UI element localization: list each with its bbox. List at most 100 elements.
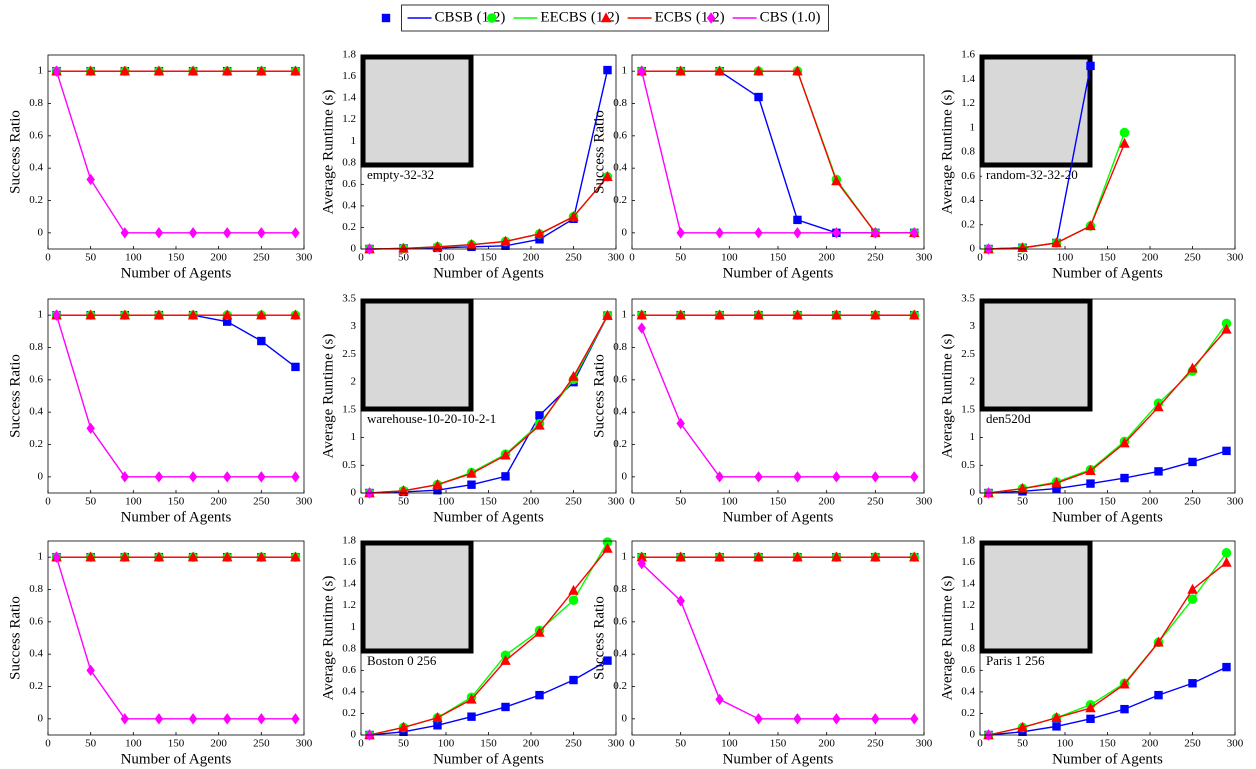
x-tick-label: 100 <box>125 738 142 750</box>
y-tick-label: 0.2 <box>342 707 356 719</box>
plot-area <box>48 299 304 493</box>
y-axis-label: Average Runtime (s) <box>939 334 955 459</box>
legend: CBSB (1.2)EECBS (1.2)ECBS (1.2)CBS (1.0) <box>402 5 829 31</box>
x-tick-label: 100 <box>1057 738 1074 750</box>
y-axis-label: Success Ratio <box>591 354 607 438</box>
marker <box>501 472 509 480</box>
x-tick-label: 100 <box>438 252 455 264</box>
marker <box>1154 467 1162 475</box>
y-tick-label: 0.6 <box>961 170 975 182</box>
x-tick-label: 50 <box>85 496 97 508</box>
x-tick-label: 300 <box>1227 252 1244 264</box>
y-tick-label: 0.8 <box>29 341 43 353</box>
x-tick-label: 150 <box>770 496 787 508</box>
y-tick-label: 0.2 <box>29 680 43 692</box>
marker <box>467 480 475 488</box>
x-tick-label: 200 <box>818 496 835 508</box>
y-tick-label: 0 <box>970 487 976 499</box>
y-tick-label: 0.4 <box>29 648 43 660</box>
y-tick-label: 0.8 <box>342 156 356 168</box>
x-tick-label: 100 <box>1057 252 1074 264</box>
x-tick-label: 50 <box>675 738 687 750</box>
y-axis-label: Average Runtime (s) <box>320 576 336 701</box>
marker <box>1086 715 1094 723</box>
x-tick-label: 100 <box>125 496 142 508</box>
inset-map <box>982 57 1090 165</box>
y-tick-label: 1.8 <box>342 49 356 61</box>
x-tick-label: 150 <box>168 252 185 264</box>
x-axis-label: Number of Agents <box>1052 509 1163 525</box>
y-tick-label: 0.6 <box>29 129 43 141</box>
x-tick-label: 200 <box>523 738 540 750</box>
y-tick-label: 1.8 <box>961 535 975 547</box>
x-tick-label: 250 <box>253 252 270 264</box>
x-tick-label: 100 <box>125 252 142 264</box>
y-tick-label: 0.8 <box>613 97 627 109</box>
y-tick-label: 0.6 <box>29 373 43 385</box>
y-tick-label: 0 <box>622 226 628 238</box>
y-tick-label: 0.4 <box>613 406 627 418</box>
y-tick-label: 0 <box>622 712 628 724</box>
y-tick-label: 0.4 <box>342 685 356 697</box>
x-tick-label: 250 <box>253 496 270 508</box>
x-tick-label: 250 <box>1184 738 1201 750</box>
x-tick-label: 0 <box>629 738 635 750</box>
x-tick-label: 50 <box>398 738 410 750</box>
x-tick-label: 250 <box>565 496 582 508</box>
y-tick-label: 1.2 <box>342 113 356 125</box>
x-tick-label: 50 <box>1017 252 1029 264</box>
x-tick-label: 150 <box>480 496 497 508</box>
x-tick-label: 0 <box>977 496 983 508</box>
y-tick-label: 1.8 <box>342 535 356 547</box>
inset-label: random-32-32-20 <box>986 167 1078 182</box>
y-tick-label: 1 <box>38 65 44 77</box>
x-axis-label: Number of Agents <box>121 265 232 281</box>
y-tick-label: 1.6 <box>342 556 356 568</box>
marker <box>382 14 390 22</box>
x-tick-label: 300 <box>1227 738 1244 750</box>
x-tick-label: 100 <box>721 496 738 508</box>
x-tick-label: 50 <box>1017 738 1029 750</box>
x-tick-label: 0 <box>629 496 635 508</box>
x-tick-label: 0 <box>629 252 635 264</box>
y-tick-label: 0 <box>351 729 357 741</box>
y-tick-label: 0.2 <box>961 218 975 230</box>
x-tick-label: 0 <box>45 252 51 264</box>
x-tick-label: 300 <box>296 252 313 264</box>
x-tick-label: 300 <box>1227 496 1244 508</box>
inset-map <box>363 543 471 651</box>
y-tick-label: 0.4 <box>961 685 975 697</box>
y-tick-label: 0.2 <box>961 707 975 719</box>
x-axis-label: Number of Agents <box>723 265 834 281</box>
x-tick-label: 200 <box>818 252 835 264</box>
x-tick-label: 200 <box>210 738 227 750</box>
y-tick-label: 0 <box>38 712 44 724</box>
x-axis-label: Number of Agents <box>1052 265 1163 281</box>
x-tick-label: 50 <box>1017 496 1029 508</box>
x-tick-label: 50 <box>398 496 410 508</box>
y-axis-label: Success Ratio <box>7 596 23 680</box>
marker <box>1120 705 1128 713</box>
y-axis-label: Success Ratio <box>7 110 23 194</box>
x-tick-label: 0 <box>977 738 983 750</box>
y-tick-label: 0.6 <box>29 615 43 627</box>
inset-map <box>363 57 471 165</box>
plot-area <box>632 299 924 493</box>
y-tick-label: 1 <box>351 621 357 633</box>
plot-area <box>48 541 304 735</box>
y-tick-label: 0.8 <box>342 642 356 654</box>
y-tick-label: 2 <box>970 376 976 388</box>
y-tick-label: 1.4 <box>342 578 356 590</box>
y-tick-label: 0.6 <box>342 178 356 190</box>
plot-area <box>48 55 304 249</box>
marker <box>1052 722 1060 730</box>
marker <box>487 13 497 23</box>
marker <box>569 595 579 605</box>
x-axis-label: Number of Agents <box>723 509 834 525</box>
x-tick-label: 200 <box>1142 252 1159 264</box>
marker <box>1086 479 1094 487</box>
x-axis-label: Number of Agents <box>433 265 544 281</box>
y-tick-label: 0.6 <box>342 664 356 676</box>
y-tick-label: 3 <box>351 320 357 332</box>
y-tick-label: 0.8 <box>29 583 43 595</box>
